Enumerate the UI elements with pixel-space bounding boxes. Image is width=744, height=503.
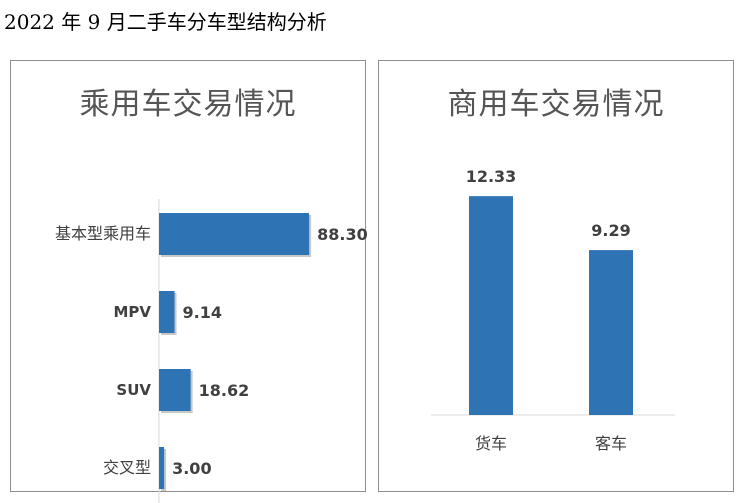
commercial-vehicle-bar-chart: 12.33 货车 9.29 客车 [379,61,735,493]
category-label: 货车 [475,434,507,453]
bar-1 [159,213,309,255]
value-label: 3.00 [172,459,211,478]
category-label: 交叉型 [103,458,151,477]
category-label: SUV [116,381,151,399]
bar-3 [159,369,191,411]
commercial-vehicle-chart-panel: 商用车交易情况 12.33 货车 9.29 客车 [378,60,734,492]
value-label: 12.33 [466,167,517,186]
bar-2 [589,250,633,415]
value-label: 9.29 [591,221,630,240]
value-label: 18.62 [199,381,250,400]
bar-4 [159,447,164,489]
page-heading: 2022 年 9 月二手车分车型结构分析 [4,6,327,35]
category-label: 基本型乘用车 [55,224,151,243]
category-label: MPV [113,303,151,321]
passenger-car-bar-chart: 基本型乘用车 88.30 MPV 9.14 SUV 18.62 交叉型 3.00 [11,61,367,493]
value-label: 9.14 [183,303,222,322]
category-label: 客车 [595,434,627,453]
value-label: 88.30 [317,225,368,244]
passenger-car-chart-panel: 乘用车交易情况 基本型乘用车 88.30 MPV 9.14 SUV 18.62 交叉型 3.0… [10,60,366,492]
bar-1 [469,196,513,415]
bar-2 [159,291,175,333]
